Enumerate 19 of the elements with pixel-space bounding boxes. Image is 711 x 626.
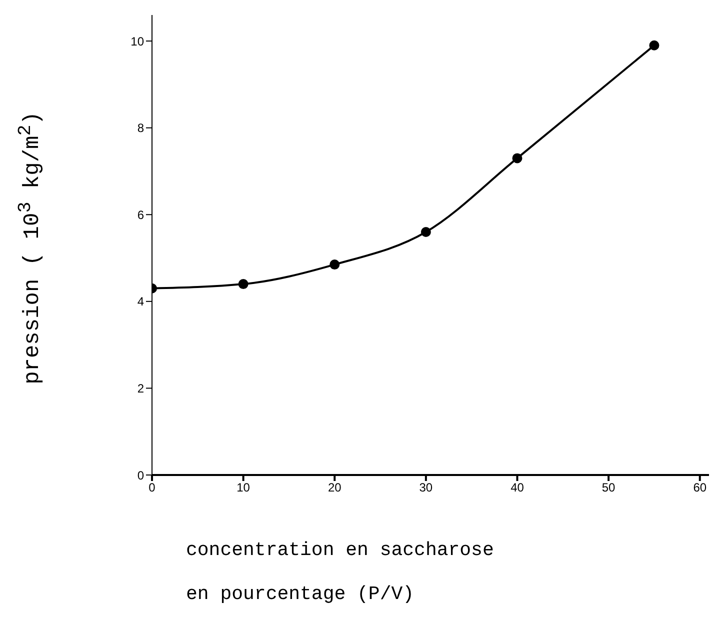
x-tick-label: 50 xyxy=(602,480,616,495)
x-tick-label: 60 xyxy=(693,480,707,495)
x-tick-label: 20 xyxy=(328,480,342,495)
x-tick-label: 10 xyxy=(236,480,250,495)
y-tick-label: 4 xyxy=(137,294,144,309)
point xyxy=(330,260,340,270)
x-tick-label: 30 xyxy=(419,480,433,495)
point xyxy=(420,226,431,237)
point xyxy=(238,279,248,290)
y-tick-label: 0 xyxy=(137,468,144,482)
point xyxy=(512,153,522,164)
x-axis-title: concentration en saccharose en pourcentage (P/V) xyxy=(186,538,494,607)
y-tick-label: 6 xyxy=(137,208,144,222)
y-tick-label: 10 xyxy=(130,34,144,48)
y-tick-label: 8 xyxy=(137,121,144,136)
y-tick-label: 2 xyxy=(137,381,144,396)
x-tick-label: 0 xyxy=(148,480,156,495)
x-tick-label: 40 xyxy=(510,480,524,495)
point xyxy=(649,40,660,50)
